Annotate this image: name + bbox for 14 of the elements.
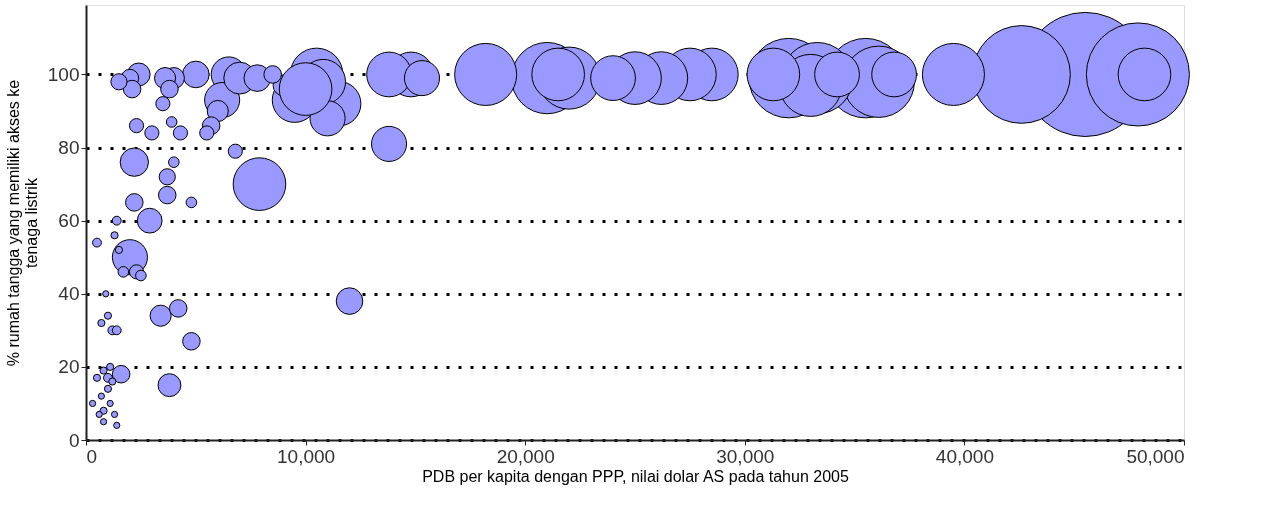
x-tick-label: 20,000 — [496, 445, 555, 467]
x-tick-label: 30,000 — [716, 445, 775, 467]
y-tick-label: 100 — [47, 63, 80, 85]
x-tick-label: 10,000 — [277, 445, 336, 467]
y-tick-label: 0 — [68, 429, 80, 451]
x-tick-label: 50,000 — [1126, 445, 1185, 467]
y-tick-label: 20 — [58, 356, 80, 378]
x-tick-label: 0 — [86, 445, 98, 467]
y-axis-title: % rumah tangga yang memiliki akses ke tenaga listrik — [4, 79, 40, 367]
y-tick-label: 80 — [58, 137, 80, 159]
y-tick-label: 60 — [58, 210, 80, 232]
x-axis-title: PDB per kapita dengan PPP, nilai dolar AS pada tahun 2005 — [422, 467, 849, 485]
x-tick-label: 40,000 — [935, 445, 994, 467]
y-tick-label: 40 — [58, 283, 80, 305]
